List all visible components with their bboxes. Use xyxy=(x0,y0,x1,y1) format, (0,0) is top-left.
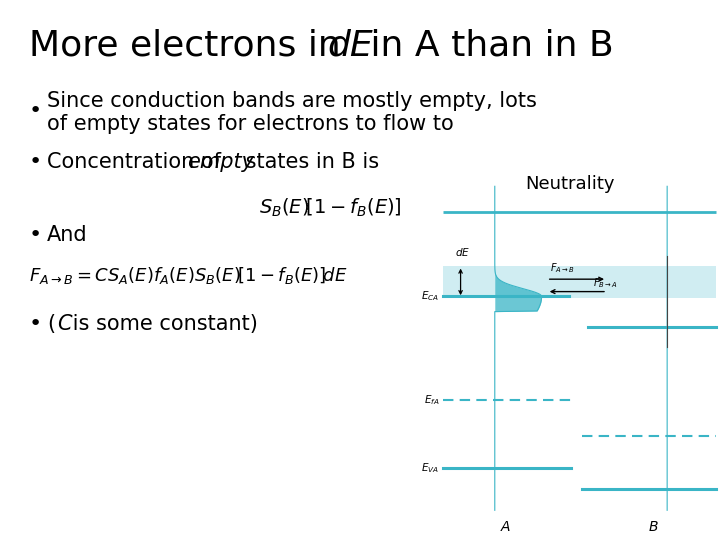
Text: of empty states for electrons to flow to: of empty states for electrons to flow to xyxy=(47,114,454,134)
Text: $F_{A\rightarrow B}=CS_A(E)f_A(E)S_B(E)\!\left[1-f_B(E)\right]\!dE$: $F_{A\rightarrow B}=CS_A(E)f_A(E)S_B(E)\… xyxy=(29,265,347,286)
Text: $E_{CA}$: $E_{CA}$ xyxy=(421,289,439,303)
Text: is some constant): is some constant) xyxy=(66,314,258,334)
Text: states in B is: states in B is xyxy=(239,152,379,172)
Text: in A than in B: in A than in B xyxy=(359,29,613,63)
Text: $E_{fA}$: $E_{fA}$ xyxy=(423,393,439,407)
Text: empty: empty xyxy=(187,152,254,172)
Text: C: C xyxy=(57,314,71,334)
Text: (: ( xyxy=(47,314,55,334)
Text: A: A xyxy=(501,520,510,534)
Text: dE: dE xyxy=(328,29,374,63)
Text: •: • xyxy=(29,100,42,121)
Text: Neutrality: Neutrality xyxy=(526,174,615,193)
Text: B: B xyxy=(649,520,658,534)
Text: •: • xyxy=(29,152,42,172)
Text: More electrons in: More electrons in xyxy=(29,29,352,63)
Bar xyxy=(443,266,716,298)
Text: $E_{VA}$: $E_{VA}$ xyxy=(421,461,439,475)
Text: $F_{B\rightarrow A}$: $F_{B\rightarrow A}$ xyxy=(593,276,618,290)
Text: •: • xyxy=(29,225,42,245)
Text: Since conduction bands are mostly empty, lots: Since conduction bands are mostly empty,… xyxy=(47,91,536,111)
Text: $F_{A\rightarrow B}$: $F_{A\rightarrow B}$ xyxy=(549,261,575,275)
Text: And: And xyxy=(47,225,87,245)
Text: $dE$: $dE$ xyxy=(455,246,470,258)
Text: $S_B(E)\!\left[1-f_B(E)\right]$: $S_B(E)\!\left[1-f_B(E)\right]$ xyxy=(259,197,402,219)
Text: •: • xyxy=(29,314,42,334)
Text: Concentration of: Concentration of xyxy=(47,152,228,172)
